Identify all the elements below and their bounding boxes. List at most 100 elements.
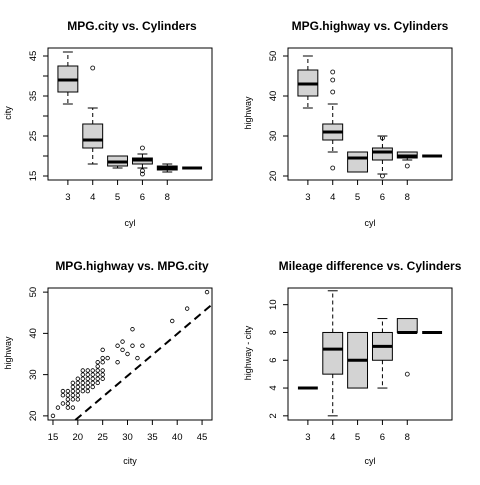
- panel-1-frame: [47, 47, 213, 181]
- panel-1-xtick-label: 6: [140, 192, 145, 203]
- panel-2-ytick-label: 30: [268, 131, 279, 142]
- panel-4-title: Mileage difference vs. Cylinders: [279, 259, 462, 273]
- scatter-point: [120, 347, 125, 353]
- scatter-point: [90, 368, 95, 373]
- panel-3-ytick-label: 20: [28, 411, 39, 422]
- panel-1-xtick-label: 3: [65, 192, 70, 203]
- panel-1-ytick-label: 25: [28, 131, 39, 142]
- panel-2-box-1: [297, 55, 319, 109]
- scatter-point: [135, 355, 140, 361]
- scatter-point: [170, 318, 175, 324]
- scatter-point: [115, 360, 120, 365]
- outlier-point: [404, 163, 410, 169]
- panel-2-ytick-label: 40: [268, 91, 279, 102]
- panel-1-ylabel: city: [3, 106, 13, 120]
- scatter-point: [55, 405, 61, 410]
- panel-4-box-2: [322, 290, 344, 417]
- scatter-point: [95, 368, 100, 373]
- reference-line: [74, 303, 213, 421]
- panel-1-xtick-label: 4: [90, 192, 95, 203]
- scatter-point: [70, 393, 76, 398]
- box-iqr: [371, 147, 393, 161]
- panel-4-box-4: [371, 318, 393, 389]
- panel-1-xtick-label: 8: [165, 192, 170, 203]
- panel-1-xlabel: cyl: [125, 218, 136, 228]
- panel-4-box-3: [347, 331, 369, 389]
- panel-4-xtick-label: 8: [405, 432, 410, 443]
- box-iqr: [322, 331, 344, 375]
- scatter-point: [95, 376, 100, 381]
- panel-2-ylabel: highway: [243, 96, 253, 130]
- outlier-point: [140, 171, 145, 177]
- scatter-point: [100, 360, 105, 365]
- scatter-point: [184, 306, 190, 311]
- scatter-point: [80, 384, 85, 390]
- scatter-point: [95, 372, 100, 377]
- panel-1-box-1: [57, 51, 79, 105]
- panel-3-xtick-label: 25: [97, 432, 108, 443]
- scatter-point: [60, 401, 66, 406]
- scatter-point: [75, 384, 81, 390]
- panel-2-group: 20 30 40 50 3 4 5 6 8: [268, 47, 453, 203]
- scatter-point: [75, 380, 81, 386]
- panel-1-title: MPG.city vs. Cylinders: [67, 19, 197, 33]
- scatter-point: [65, 393, 71, 398]
- panel-4-group: 2 4 6 8 10 3 4 5 6 8: [268, 287, 453, 443]
- panel-3-ytick-label: 50: [28, 287, 39, 298]
- scatter-point: [95, 380, 100, 386]
- box-iqr: [347, 151, 369, 173]
- panel-1-box-3: [107, 155, 129, 169]
- panel-2-xtick-label: 3: [305, 192, 310, 203]
- outlier-point: [90, 65, 96, 71]
- scatter-point: [75, 397, 81, 402]
- scatter-point: [85, 380, 90, 386]
- panel-2-box-3: [347, 151, 369, 173]
- scatter-point: [70, 405, 76, 410]
- scatter-point: [75, 388, 81, 394]
- scatter-point: [100, 355, 105, 361]
- panel-2-xtick-label: 6: [380, 192, 385, 203]
- scatter-point: [75, 376, 81, 381]
- scatter-point: [130, 343, 135, 348]
- scatter-point: [90, 372, 95, 377]
- scatter-point: [90, 384, 95, 390]
- scatter-point: [60, 388, 66, 394]
- scatter-point: [85, 388, 90, 394]
- panel-4-xtick-label: 4: [330, 432, 335, 443]
- panel-3-ytick-label: 30: [28, 369, 39, 380]
- outlier-point: [330, 89, 336, 95]
- scatter-point: [95, 360, 100, 365]
- panel-2-xlabel: cyl: [365, 218, 376, 228]
- scatter-point: [100, 376, 105, 381]
- outlier-point: [330, 69, 336, 75]
- scatter-point: [120, 339, 125, 344]
- panel-1-box-2: [82, 65, 104, 165]
- outlier-point: [330, 77, 336, 83]
- outlier-point: [140, 145, 145, 151]
- scatter-point: [70, 380, 76, 386]
- panel-3-frame: [47, 287, 213, 421]
- panel-3-xtick-label: 30: [122, 432, 133, 443]
- panel-3-group: 20 30 40 50 15 20 25 30 35 40 45: [28, 287, 213, 443]
- panel-2-title: MPG.highway vs. Cylinders: [292, 19, 449, 33]
- scatter-point: [130, 327, 135, 332]
- panel-2-box-4: [371, 135, 393, 179]
- panel-4-box-5: [396, 318, 418, 377]
- scatter-point: [60, 393, 66, 398]
- panel-1-ytick-label: 45: [28, 51, 39, 62]
- panel-1-box-5: [156, 163, 178, 173]
- scatter-point: [85, 376, 90, 381]
- scatter-point: [85, 368, 90, 373]
- panel-3-xtick-label: 20: [73, 432, 84, 443]
- panel-4-xtick-label: 5: [355, 432, 360, 443]
- panel-1-xtick-label: 5: [115, 192, 120, 203]
- panel-4-ytick-label: 2: [268, 413, 279, 418]
- box-iqr: [396, 318, 418, 333]
- panel-4-xlabel: cyl: [365, 456, 376, 466]
- scatter-point: [80, 372, 85, 377]
- panel-3-xlabel: city: [123, 456, 137, 466]
- panel-4-xtick-label: 6: [380, 432, 385, 443]
